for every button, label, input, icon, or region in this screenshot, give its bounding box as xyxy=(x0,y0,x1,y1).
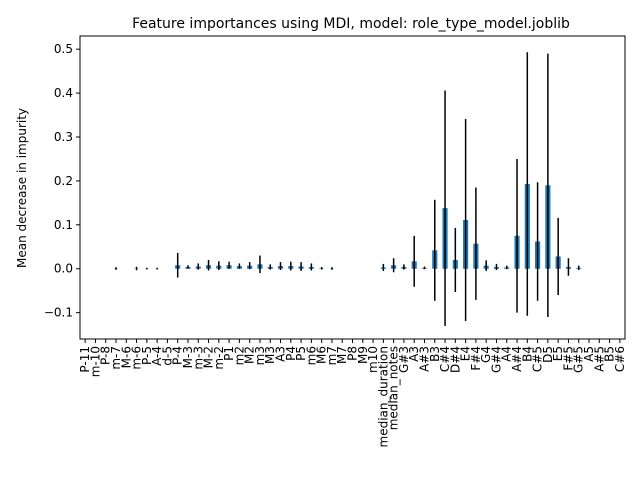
chart-title: Feature importances using MDI, model: ro… xyxy=(132,16,570,32)
y-axis-label: Mean decrease in impurity xyxy=(15,108,29,268)
y-tick-label: 0.4 xyxy=(54,86,73,100)
y-tick-label: 0.2 xyxy=(54,174,73,188)
y-tick-label: 0.0 xyxy=(54,262,73,276)
y-tick-label: 0.5 xyxy=(54,42,73,56)
y-tick-label: 0.3 xyxy=(54,130,73,144)
y-tick-label: 0.1 xyxy=(54,218,73,232)
x-tick-label: C#6 xyxy=(613,346,627,372)
y-tick-label: −0.1 xyxy=(44,306,73,320)
